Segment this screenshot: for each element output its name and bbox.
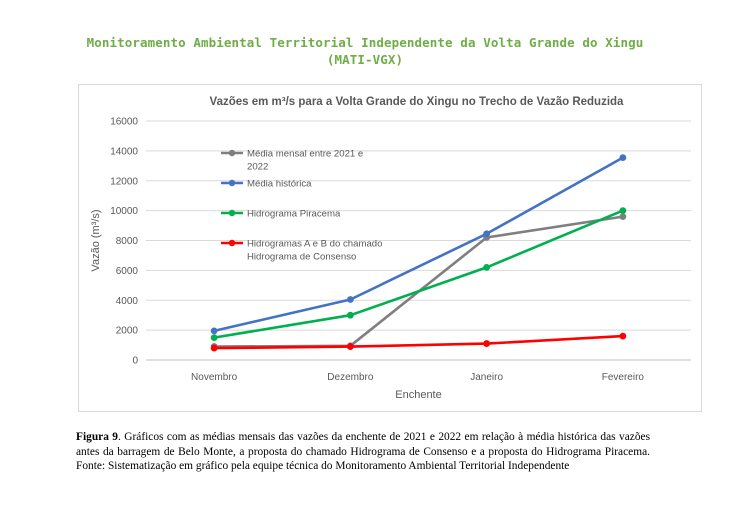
series-line [212,209,625,339]
caption-label: Figura 9 [76,431,119,443]
y-tick-label: 6000 [116,266,139,277]
legend-label: Média mensal entre 2021 e [247,149,363,160]
x-axis-title: Enchente [395,389,441,401]
data-point [619,154,627,161]
y-tick-label: 16000 [110,117,138,128]
legend-swatch-marker [228,179,236,187]
data-point [346,311,354,319]
legend-swatch-marker [228,239,236,247]
y-tick-label: 2000 [116,326,139,337]
x-tick-label: Janeiro [470,372,503,383]
chart-title: Vazões em m³/s para a Volta Grande do Xi… [210,96,624,108]
legend-swatch-marker [228,149,236,157]
data-point [483,263,491,271]
data-point [483,230,491,238]
figure-caption: Figura 9. Gráficos com as médias mensais… [76,430,650,474]
y-tick-label: 8000 [116,236,139,247]
x-tick-label: Novembro [191,372,238,383]
data-point [210,344,218,352]
legend-label: Hidrograma Piracema [247,209,341,220]
y-tick-label: 10000 [110,206,138,217]
x-tick-label: Fevereiro [602,372,645,383]
legend-label: Hidrograma de Consenso [247,252,356,263]
caption-text: . Gráficos com as médias mensais das vaz… [76,431,651,473]
line-chart: Vazões em m³/s para a Volta Grande do Xi… [90,96,691,401]
data-point [619,213,627,221]
data-point [346,343,354,350]
data-point [210,327,218,335]
legend-label: Média histórica [247,179,312,190]
data-point [346,296,354,303]
chart-frame: Vazões em m³/s para a Volta Grande do Xi… [78,84,702,412]
data-point [210,334,218,341]
legend-label: 2022 [247,162,268,173]
data-point [483,340,491,347]
series-line [212,334,625,350]
y-axis-title: Vazão (m³/s) [90,209,102,271]
legend-swatch-marker [228,209,236,217]
series-line [212,156,625,333]
data-point [619,207,627,215]
y-tick-label: 14000 [110,146,138,157]
data-point [619,332,627,340]
report-heading: Monitoramento Ambiental Territorial Inde… [86,35,644,67]
legend-label: Hidrogramas A e B do chamado [247,239,382,250]
x-tick-label: Dezembro [327,372,374,383]
y-tick-label: 12000 [110,176,138,187]
y-tick-label: 4000 [116,296,139,307]
y-tick-label: 0 [132,356,138,367]
